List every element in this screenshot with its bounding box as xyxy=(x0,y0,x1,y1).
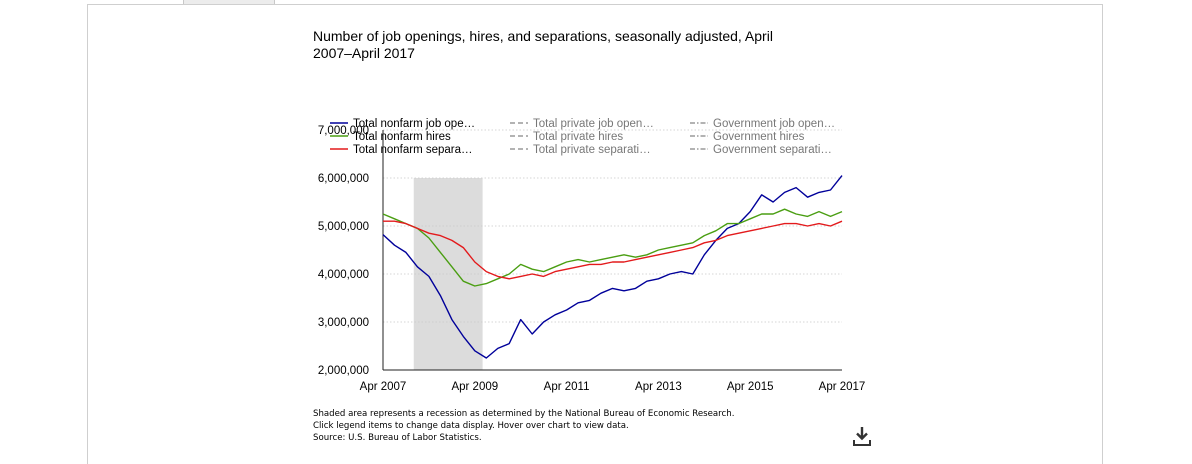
legend-label[interactable]: Government separati… xyxy=(713,144,832,156)
series-line-1[interactable] xyxy=(382,175,843,359)
series-line-2[interactable] xyxy=(382,208,843,287)
chart-title: Number of job openings, hires, and separ… xyxy=(313,28,773,61)
legend-label[interactable]: Total nonfarm separa… xyxy=(353,144,473,156)
x-tick-label: Apr 2017 xyxy=(819,381,866,393)
x-tick-label: Apr 2009 xyxy=(451,381,498,393)
legend-label[interactable]: Total private separati… xyxy=(533,144,651,156)
download-icon[interactable] xyxy=(852,425,872,447)
y-tick-label: 7,000,000 xyxy=(318,125,369,137)
legend-label[interactable]: Total private hires xyxy=(533,131,623,143)
footnote-recession: Shaded area represents a recession as de… xyxy=(313,409,735,419)
footnote-instructions: Click legend items to change data displa… xyxy=(313,421,629,431)
legend-label[interactable]: Total private job open… xyxy=(533,118,654,130)
chart-frame xyxy=(87,4,1103,464)
x-tick-label: Apr 2013 xyxy=(635,381,682,393)
x-tick-label: Apr 2015 xyxy=(727,381,774,393)
y-tick-label: 2,000,000 xyxy=(318,365,369,377)
legend-label[interactable]: Total nonfarm hires xyxy=(353,131,451,143)
recession-shade xyxy=(413,178,483,370)
legend-label[interactable]: Total nonfarm job ope… xyxy=(353,118,475,130)
chart-footnotes: Shaded area represents a recession as de… xyxy=(313,408,833,444)
x-tick-label: Apr 2011 xyxy=(544,381,590,393)
legend-label[interactable]: Government job open… xyxy=(713,118,835,130)
x-tick-label: Apr 2007 xyxy=(360,381,407,393)
line-chart: 2,000,000 3,000,000 4,000,000 5,000,000 6,00… xyxy=(318,118,866,393)
legend-label[interactable]: Government hires xyxy=(713,131,805,143)
footnote-source: Source: U.S. Bureau of Labor Statistics. xyxy=(313,433,482,443)
y-tick-label: 3,000,000 xyxy=(318,317,369,329)
y-tick-label: 5,000,000 xyxy=(318,221,369,233)
series-line-3[interactable] xyxy=(383,220,843,280)
y-tick-label: 4,000,000 xyxy=(318,269,369,281)
y-tick-label: 6,000,000 xyxy=(318,173,369,185)
